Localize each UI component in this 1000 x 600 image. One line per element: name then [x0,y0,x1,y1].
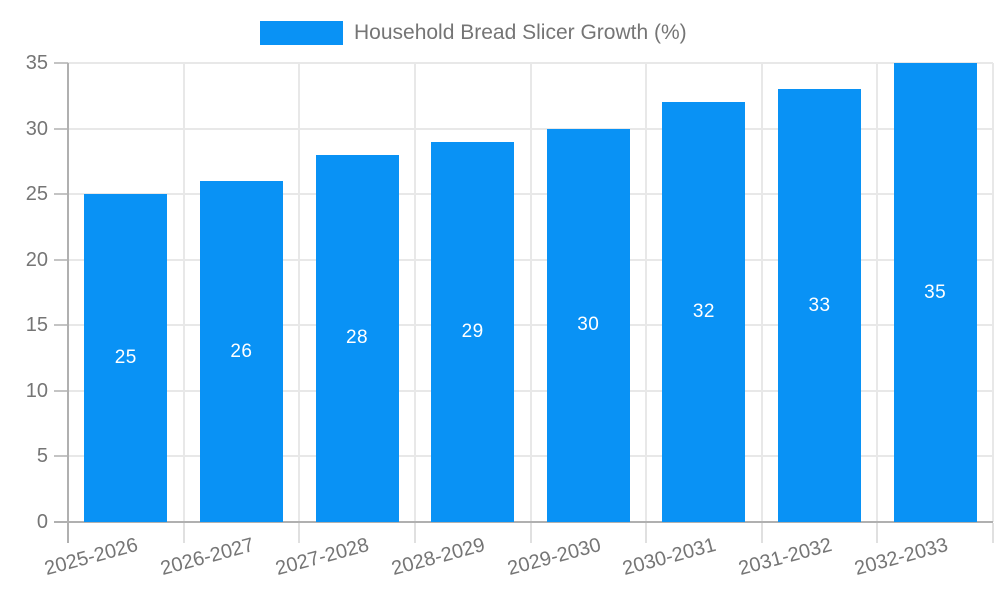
v-gridline [876,63,879,522]
bar-value-label: 28 [345,327,369,349]
bar-value-label: 26 [230,340,253,362]
y-tick-label: 5 [36,445,48,468]
v-gridline [182,63,185,522]
x-tick-label: 2031-2032 [736,534,835,581]
x-tick-label: 2029-2030 [504,534,604,581]
y-tick-label: 35 [25,52,48,74]
y-axis-tick [54,127,68,130]
x-axis-line [54,521,993,523]
bar-value-label: 25 [114,347,137,369]
v-gridline [760,63,763,522]
y-tick-label: 30 [25,117,48,140]
bar[interactable]: 30 [546,128,630,522]
y-axis-line [67,63,69,522]
x-tick-label: 2032-2033 [851,534,950,581]
bar-value-label: 32 [692,301,715,323]
y-tick-label: 25 [25,183,48,206]
bar[interactable]: 29 [431,141,515,522]
bar[interactable]: 35 [893,63,977,522]
bar[interactable]: 28 [315,154,399,522]
x-axis-tick [67,523,69,543]
x-axis-tick [876,523,879,543]
x-tick-label: 2027-2028 [273,534,372,581]
x-tick-label: 2026-2027 [158,534,257,581]
v-gridline [413,63,416,522]
x-axis-tick [298,523,301,543]
x-tick-label: 2030-2031 [620,534,719,581]
x-axis-tick [413,523,416,543]
y-axis-tick [54,324,68,327]
v-gridline [645,63,648,522]
x-axis-tick [760,523,763,543]
legend-label: Household Bread Slicer Growth (%) [354,21,687,44]
y-axis-tick [54,389,68,392]
legend[interactable]: Household Bread Slicer Growth (%) [260,20,687,46]
y-axis-tick [54,455,68,458]
x-tick-label: 2028-2029 [389,534,488,581]
y-tick-label: 10 [25,379,48,402]
v-gridline [529,63,532,522]
y-tick-label: 20 [25,248,48,271]
y-tick-label: 15 [25,314,48,337]
bar-value-label: 29 [461,320,484,342]
legend-swatch-icon [260,21,343,45]
x-axis-tick [529,523,532,543]
x-tick-label: 2025-2026 [42,534,141,581]
bar[interactable]: 25 [84,194,168,522]
y-tick-label: 0 [36,511,48,533]
bar[interactable]: 26 [199,181,283,522]
x-axis-tick [992,523,994,543]
bar-value-label: 33 [808,294,831,316]
bar-value-label: 35 [924,281,947,303]
bar-value-label: 30 [577,314,600,336]
x-axis-tick [182,523,185,543]
y-axis-tick [54,193,68,196]
v-gridline [298,63,301,522]
x-axis-tick [645,523,648,543]
bar[interactable]: 33 [778,89,862,522]
bar[interactable]: 32 [662,102,746,522]
v-gridline [992,63,994,522]
y-axis-tick [54,258,68,261]
y-axis-tick [54,62,68,64]
